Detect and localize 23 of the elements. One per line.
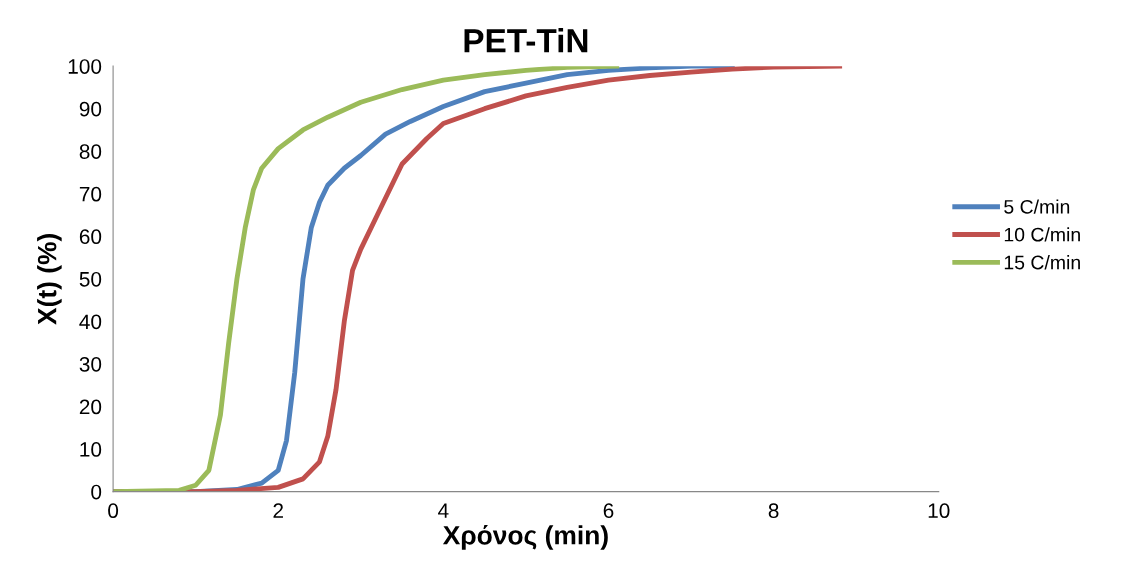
x-tick-label: 0 (108, 503, 119, 519)
y-tick-label: 40 (79, 314, 102, 330)
legend-label: 5 C/min (1004, 199, 1070, 214)
y-tick-label: 10 (80, 442, 102, 457)
y-tick-label: 60 (79, 229, 102, 245)
chart-title: PET-TiN (464, 28, 588, 53)
y-tick-label: 80 (79, 144, 102, 159)
legend-label: 15 C/min (1004, 255, 1080, 270)
y-tick-label: 100 (68, 59, 102, 74)
x-tick-label: 10 (928, 503, 950, 519)
y-tick-label: 0 (91, 484, 102, 500)
x-tick-label: 4 (438, 503, 449, 518)
y-tick-label: 70 (79, 186, 102, 202)
legend-label: 10 C/min (1004, 227, 1080, 242)
y-tick-label: 20 (79, 399, 102, 415)
y-tick-label: 30 (79, 356, 102, 372)
x-tick-label: 2 (273, 503, 283, 518)
x-tick-label: 8 (768, 503, 779, 519)
y-axis-title: X(t) (%) (37, 234, 62, 325)
x-tick-label: 6 (603, 503, 614, 519)
y-tick-label: 90 (79, 101, 102, 117)
x-axis-title: Χρόνος (min) (442, 524, 608, 550)
y-tick-label: 50 (79, 271, 102, 287)
